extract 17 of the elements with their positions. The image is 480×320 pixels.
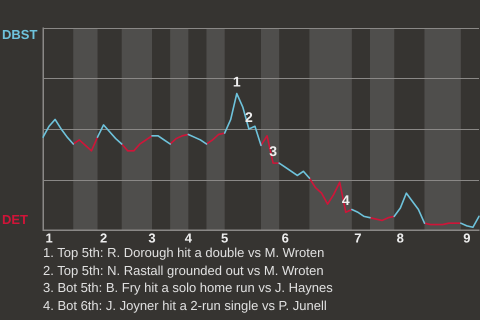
text: DET [2,212,28,228]
x-tick-label: 6 [282,230,289,246]
x-tick-label: 9 [463,230,471,246]
x-tick-label: 5 [221,230,228,246]
text: 4. Bot 6th: J. Joyner hit a 2-run single vs P. Junell [43,296,328,314]
x-tick-label: 3 [148,230,156,246]
x-tick-label: 2 [100,230,108,246]
annotation: 1 [232,73,241,90]
x-tick-label: 4 [184,230,193,246]
text: DBST [2,27,38,42]
text: 2. Top 5th: N. Rastall grounded out vs M. Wroten [43,262,325,279]
text: 3. Bot 5th: B. Fry hit a solo home run vs J. Haynes [43,279,333,296]
x-tick-label: 8 [396,230,404,246]
x-tick-label: 7 [354,230,362,246]
text: 1. Top 5th: R. Dorough hit a double vs M. Wroten [43,244,326,262]
annotation: 2 [244,108,253,125]
x-tick-label: 1 [45,230,53,246]
